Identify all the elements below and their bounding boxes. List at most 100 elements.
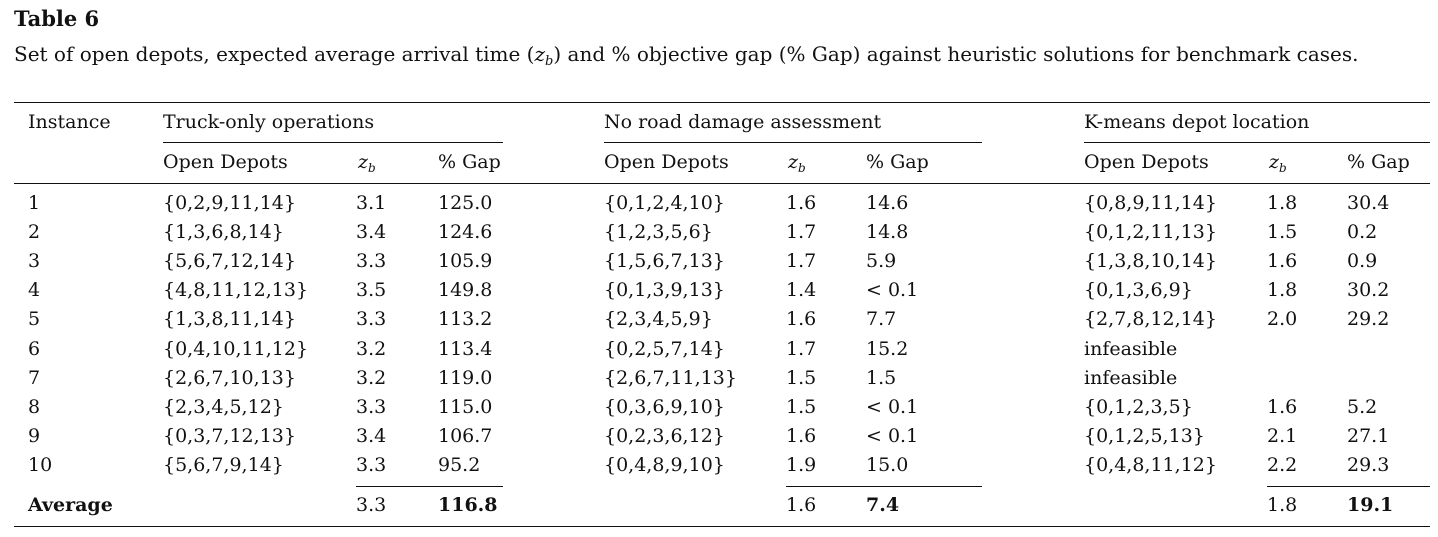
cell-zb: 1.5	[786, 396, 817, 418]
caption-z-var: z	[534, 42, 546, 66]
cell-instance: 8	[28, 396, 41, 418]
header-bottom-rule	[14, 183, 1430, 184]
cell-zb: 1.6	[1267, 250, 1298, 272]
cell-depots: {1,5,6,7,13}	[604, 250, 725, 272]
cell-gap: 14.8	[866, 221, 909, 243]
subheader-zb-truck: zb	[358, 151, 376, 175]
cell-zb: 3.2	[356, 338, 387, 360]
cell-zb: 1.5	[786, 367, 817, 389]
cell-zb: 1.7	[786, 250, 817, 272]
cell-gap: 0.9	[1347, 250, 1378, 272]
cell-zb: 3.2	[356, 367, 387, 389]
cell-zb: 1.6	[1267, 396, 1298, 418]
cell-depots: {0,2,5,7,14}	[604, 338, 725, 360]
cell-instance: 3	[28, 250, 41, 272]
cell-gap: 95.2	[438, 454, 481, 476]
cell-zb: 3.1	[356, 192, 387, 214]
cell-depots: {0,1,2,5,13}	[1084, 425, 1205, 447]
cell-depots: {2,6,7,11,13}	[604, 367, 737, 389]
cell-gap: 7.7	[866, 308, 897, 330]
cell-depots: {1,3,6,8,14}	[163, 221, 284, 243]
cell-gap: 27.1	[1347, 425, 1390, 447]
subheader-open-depots-truck: Open Depots	[163, 151, 288, 173]
cell-depots: {1,3,8,11,14}	[163, 308, 296, 330]
cell-gap: 125.0	[438, 192, 493, 214]
cell-gap: 5.2	[1347, 396, 1378, 418]
cell-gap: 15.2	[866, 338, 909, 360]
avg-rule-truck	[356, 486, 503, 487]
cell-instance: 7	[28, 367, 41, 389]
cell-gap: < 0.1	[866, 396, 919, 418]
caption-part-1: Set of open depots, expected average arr…	[14, 42, 535, 66]
cell-depots: {2,3,4,5,12}	[163, 396, 284, 418]
cell-zb: 3.3	[356, 454, 387, 476]
zb-sub: b	[368, 161, 376, 175]
cell-zb: 1.9	[786, 454, 817, 476]
cell-depots: {0,1,2,11,13}	[1084, 221, 1217, 243]
cell-depots: {1,2,3,5,6}	[604, 221, 713, 243]
cell-gap: 113.2	[438, 308, 493, 330]
cell-depots: {2,6,7,10,13}	[163, 367, 296, 389]
cell-depots: {5,6,7,9,14}	[163, 454, 284, 476]
average-zb: 1.6	[786, 494, 817, 516]
cell-depots: {0,3,6,9,10}	[604, 396, 725, 418]
group-header-truck: Truck-only operations	[163, 111, 375, 133]
cell-zb: 3.4	[356, 221, 387, 243]
cell-instance: 2	[28, 221, 41, 243]
subheader-gap-truck: % Gap	[438, 151, 501, 173]
cell-depots: {0,1,3,6,9}	[1084, 279, 1193, 301]
cell-gap: 115.0	[438, 396, 493, 418]
cell-zb: 1.6	[786, 192, 817, 214]
subheader-zb-kmeans: zb	[1269, 151, 1287, 174]
cell-instance: 1	[28, 192, 41, 214]
cell-depots: {0,1,2,3,5}	[1084, 396, 1193, 418]
average-zb: 3.3	[356, 494, 387, 516]
group-rule-noroad	[604, 142, 982, 143]
cell-depots: {0,2,9,11,14}	[163, 192, 296, 214]
cell-zb: 3.3	[356, 308, 387, 330]
group-header-noroad: No road damage assessment	[604, 111, 882, 133]
subheader-zb-noroad: zb	[788, 151, 806, 175]
cell-gap: 15.0	[866, 454, 909, 476]
zb-var: z	[1269, 151, 1280, 173]
subheader-gap-noroad: % Gap	[866, 151, 929, 173]
cell-gap: 105.9	[438, 250, 493, 272]
cell-depots: {0,2,3,6,12}	[604, 425, 725, 447]
group-rule-kmeans	[1084, 142, 1430, 143]
cell-instance: 10	[28, 454, 53, 476]
cell-zb: 1.8	[1267, 192, 1298, 214]
cell-instance: 4	[28, 279, 41, 301]
cell-depots: {0,8,9,11,14}	[1084, 192, 1217, 214]
subheader-open-depots-kmeans: Open Depots	[1084, 151, 1209, 173]
cell-depots: {5,6,7,12,14}	[163, 250, 296, 272]
caption-z-sub: b	[545, 54, 554, 69]
cell-gap: 149.8	[438, 279, 493, 301]
cell-gap: 124.6	[438, 221, 493, 243]
cell-zb: 1.4	[786, 279, 817, 301]
cell-depots: {0,1,2,4,10}	[604, 192, 725, 214]
cell-zb: 1.8	[1267, 279, 1298, 301]
cell-zb: 1.5	[1267, 221, 1298, 243]
cell-gap: < 0.1	[866, 425, 919, 447]
average-label: Average	[28, 494, 113, 516]
group-rule-truck	[163, 142, 503, 143]
table-label: Table 6	[14, 6, 100, 31]
cell-gap: 106.7	[438, 425, 493, 447]
average-zb: 1.8	[1267, 494, 1298, 516]
cell-depots: {4,8,11,12,13}	[163, 279, 309, 301]
cell-instance: 9	[28, 425, 41, 447]
cell-depots: {0,4,8,9,10}	[604, 454, 725, 476]
avg-rule-kmeans	[1267, 486, 1430, 487]
table-caption: Set of open depots, expected average arr…	[14, 38, 1430, 70]
cell-zb: 3.3	[356, 250, 387, 272]
subheader-open-depots-noroad: Open Depots	[604, 151, 729, 173]
header-instance: Instance	[28, 111, 111, 133]
cell-zb: 3.3	[356, 396, 387, 418]
average-gap: 7.4	[866, 494, 900, 516]
cell-gap: 30.2	[1347, 279, 1390, 301]
group-header-kmeans: K-means depot location	[1084, 111, 1310, 133]
cell-depots: {0,3,7,12,13}	[163, 425, 296, 447]
zb-sub: b	[798, 161, 806, 175]
cell-gap: < 0.1	[866, 279, 919, 301]
cell-zb: 3.4	[356, 425, 387, 447]
